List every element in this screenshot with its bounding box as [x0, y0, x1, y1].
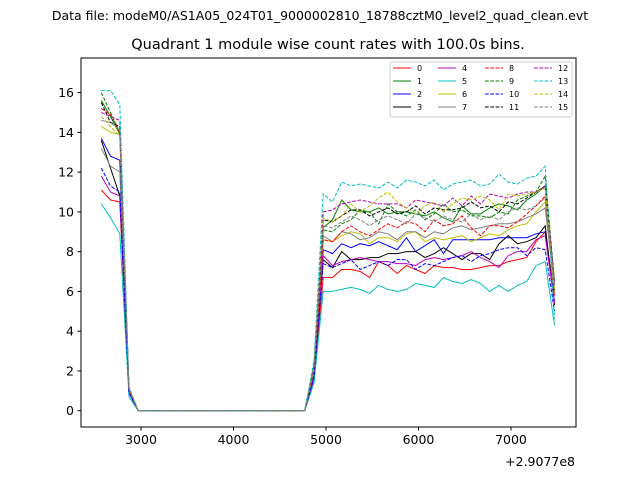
y-tick-label: 8: [66, 244, 74, 259]
y-tick-label: 14: [58, 125, 74, 140]
series-line-8: [101, 108, 555, 412]
legend-label-4: 4: [462, 64, 467, 73]
legend-label-5: 5: [462, 77, 467, 86]
legend-label-7: 7: [462, 103, 467, 112]
legend-label-8: 8: [509, 64, 514, 73]
x-tick-label: 5000: [310, 432, 342, 447]
y-tick-label: 10: [58, 204, 74, 219]
legend-label-1: 1: [417, 77, 422, 86]
series-line-12: [101, 112, 555, 412]
legend-label-3: 3: [417, 103, 422, 112]
legend-label-10: 10: [509, 90, 519, 99]
y-tick-label: 16: [58, 85, 74, 100]
series-line-11: [100, 102, 555, 412]
chart-title: Quadrant 1 module wise count rates with …: [131, 37, 525, 53]
series-line-1: [100, 100, 555, 412]
axis-ticks: 3000 4000 5000 6000 7000 0 2 4 6 8 10 12 14 16: [58, 85, 527, 447]
x-tick-label: 7000: [495, 432, 527, 447]
y-tick-label: 2: [66, 363, 74, 378]
series-line-6: [101, 125, 555, 412]
legend-label-6: 6: [462, 90, 467, 99]
x-offset-label: +2.9077e8: [505, 454, 575, 469]
legend-label-15: 15: [558, 103, 568, 112]
series-line-3: [100, 140, 555, 412]
x-tick-label: 4000: [218, 432, 250, 447]
legend-label-14: 14: [558, 90, 568, 99]
y-tick-label: 0: [66, 403, 74, 418]
legend-label-12: 12: [558, 64, 568, 73]
series-lines: [100, 90, 555, 412]
series-line-10: [100, 167, 555, 412]
plot-frame: [80, 57, 577, 428]
legend-label-11: 11: [509, 103, 519, 112]
chart-suptitle: Data file: modeM0/AS1A05_024T01_90000028…: [52, 8, 588, 23]
legend-box: [389, 61, 573, 118]
legend-label-13: 13: [558, 77, 568, 86]
series-line-4: [100, 175, 555, 412]
series-line-2: [100, 138, 555, 412]
series-line-15: [101, 119, 555, 412]
x-tick-label: 6000: [403, 432, 435, 447]
y-tick-label: 4: [66, 324, 74, 339]
y-tick-label: 12: [58, 165, 74, 180]
legend-label-9: 9: [509, 77, 514, 86]
legend-label-2: 2: [417, 90, 422, 99]
y-tick-label: 6: [66, 284, 74, 299]
x-tick-label: 3000: [125, 432, 157, 447]
legend-label-0: 0: [417, 64, 422, 73]
series-line-7: [100, 148, 555, 412]
series-line-13: [101, 90, 555, 412]
